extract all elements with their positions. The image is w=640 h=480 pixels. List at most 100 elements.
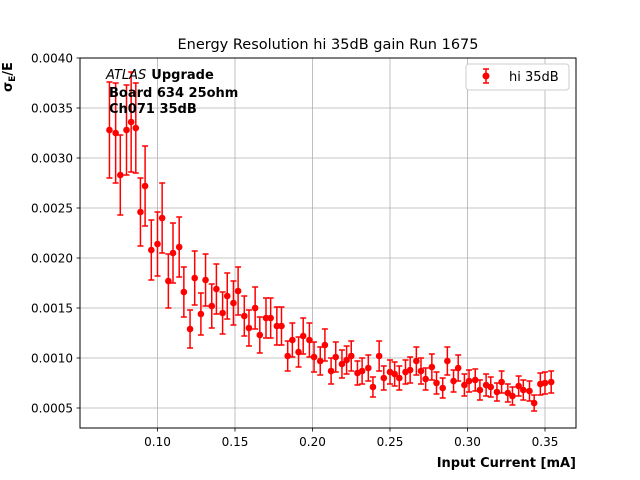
data-point: [327, 367, 335, 375]
data-point: [450, 377, 457, 385]
x-tick-label: 0.25: [377, 435, 404, 449]
y-axis-label-tail: /E: [1, 62, 16, 76]
data-point: [406, 366, 414, 374]
x-tick-label: 0.15: [222, 435, 249, 449]
data-point: [230, 299, 237, 307]
data-point: [202, 276, 209, 284]
x-tick-label: 0.35: [532, 435, 559, 449]
data-point: [306, 336, 313, 344]
data-point: [137, 208, 144, 216]
data-point: [262, 314, 270, 322]
data-point: [295, 348, 302, 356]
data-point: [417, 367, 425, 375]
atlas-label: ATLAS: [105, 68, 146, 83]
data-point: [127, 118, 135, 126]
data-point: [541, 379, 549, 387]
data-point: [245, 324, 253, 332]
data-point: [289, 336, 296, 344]
data-point: [413, 357, 420, 365]
atlas-annotation: ATLAS Upgrade Board 634 25ohm Ch071 35dB: [105, 68, 238, 117]
data-point: [141, 182, 149, 190]
data-point: [197, 310, 205, 318]
data-point: [219, 309, 226, 317]
data-point: [396, 374, 403, 382]
data-point: [321, 341, 329, 349]
legend-label: hi 35dB: [509, 70, 559, 85]
data-point: [106, 126, 113, 134]
data-point: [498, 378, 505, 386]
data-point: [256, 331, 264, 339]
y-axis-ticks: 0.0005 0.0010 0.0015 0.0020 0.0025 0.0030 0.00…: [31, 52, 80, 416]
data-point: [444, 357, 451, 365]
data-point: [347, 352, 355, 360]
data-point: [375, 352, 383, 360]
data-point: [186, 325, 194, 333]
data-point: [284, 352, 292, 360]
data-point: [223, 292, 231, 300]
legend: hi 35dB: [465, 63, 570, 91]
annotation-line-1: ATLAS Upgrade: [105, 68, 214, 83]
annotation-line-2: Board 634 25ohm: [109, 86, 238, 101]
data-point: [471, 376, 479, 384]
data-point: [520, 386, 527, 394]
data-point: [493, 388, 501, 396]
data-point: [273, 322, 281, 330]
data-point: [380, 374, 388, 382]
data-point: [117, 171, 124, 179]
data-point: [112, 129, 119, 137]
chart-title: Energy Resolution hi 35dB gain Run 1675: [177, 37, 478, 53]
y-tick-label: 0.0015: [31, 302, 73, 316]
legend-box: [465, 63, 570, 91]
data-point: [191, 274, 198, 282]
x-axis-ticks: 0.10 0.15 0.20 0.25 0.30 0.35: [144, 428, 558, 449]
data-point: [234, 287, 242, 295]
data-point: [338, 360, 346, 368]
data-point: [165, 277, 172, 285]
y-tick-label: 0.0040: [31, 52, 73, 66]
data-point: [175, 243, 183, 251]
x-tick-label: 0.30: [454, 435, 481, 449]
data-point: [251, 304, 259, 312]
data-point: [358, 367, 366, 375]
data-point: [180, 288, 188, 296]
data-point: [154, 240, 161, 248]
data-point: [369, 383, 377, 391]
data-point: [526, 387, 533, 395]
data-point: [428, 363, 436, 371]
data-point: [310, 353, 318, 361]
data-point: [433, 379, 440, 387]
data-point: [515, 382, 522, 390]
data-point: [132, 124, 140, 132]
y-tick-label: 0.0035: [31, 102, 73, 116]
data-point: [461, 381, 468, 389]
data-point: [476, 386, 484, 394]
data-point: [365, 364, 372, 372]
y-tick-label: 0.0010: [31, 352, 73, 366]
data-point: [422, 375, 429, 383]
upgrade-label: Upgrade: [151, 68, 214, 83]
plot-area-frame: [79, 57, 577, 429]
data-point: [148, 246, 155, 254]
data-point: [299, 332, 307, 340]
data-point: [454, 364, 462, 372]
data-point: [343, 356, 350, 364]
data-points: [106, 118, 555, 407]
y-tick-label: 0.0020: [31, 252, 73, 266]
data-point: [530, 399, 538, 407]
x-axis-label: Input Current [mA]: [437, 456, 576, 471]
data-point: [267, 314, 274, 322]
y-axis-label-sigma: σ: [1, 82, 16, 92]
x-tick-label: 0.10: [144, 435, 171, 449]
x-tick-label: 0.20: [299, 435, 326, 449]
data-point: [332, 353, 340, 361]
data-point: [439, 384, 447, 392]
y-tick-label: 0.0030: [31, 152, 73, 166]
y-axis-label: σE/E: [1, 62, 18, 92]
data-point: [278, 322, 285, 330]
data-point: [547, 378, 555, 386]
y-tick-label: 0.0005: [31, 402, 73, 416]
y-tick-label: 0.0025: [31, 202, 73, 216]
data-point: [158, 214, 166, 222]
data-point: [241, 312, 248, 320]
